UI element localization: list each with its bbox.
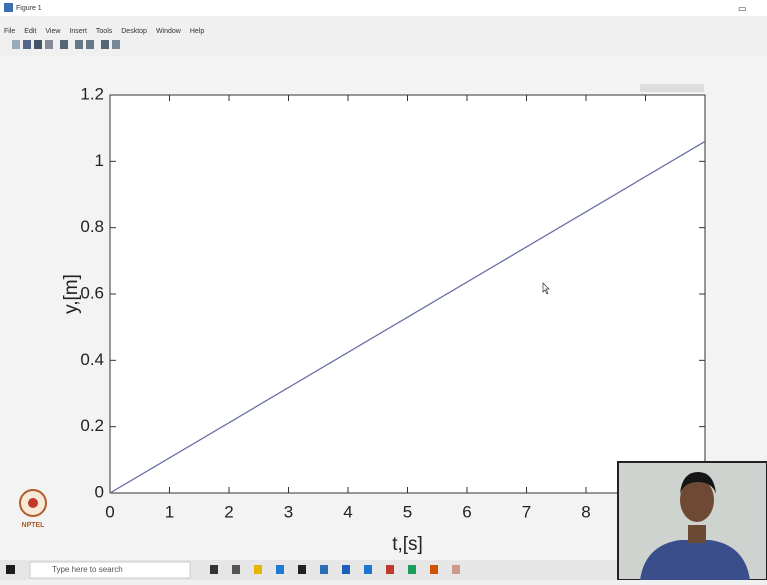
x-tick-label: 5 <box>403 502 412 521</box>
x-tick-label: 6 <box>462 502 471 521</box>
toolbar-icon[interactable] <box>45 40 53 49</box>
y-tick-label: 0.6 <box>80 283 104 302</box>
toolbar <box>12 40 120 49</box>
x-tick-label: 8 <box>581 502 590 521</box>
menu-bar: File Edit View Insert Tools Desktop Window Help <box>4 28 204 35</box>
start-button[interactable] <box>6 565 15 574</box>
search-placeholder: Type here to search <box>52 565 123 574</box>
y-tick-label: 1 <box>95 151 104 170</box>
window-title: Figure 1 <box>16 5 42 12</box>
toolbar-icon[interactable] <box>101 40 109 49</box>
menu-item[interactable]: Tools <box>96 28 113 35</box>
nptel-logo: NPTEL <box>20 490 46 529</box>
x-tick-label: 4 <box>343 502 352 521</box>
taskbar-icon[interactable] <box>232 565 240 574</box>
menu-item[interactable]: Help <box>190 28 205 35</box>
taskbar-icon[interactable] <box>408 565 416 574</box>
y-axis-label: y,[m] <box>61 274 82 314</box>
taskbar-icon[interactable] <box>320 565 328 574</box>
menu-item[interactable]: Insert <box>69 28 87 35</box>
taskbar-icon[interactable] <box>254 565 262 574</box>
logo-text: NPTEL <box>22 522 46 529</box>
y-tick-label: 0.8 <box>80 217 104 236</box>
window-icon <box>4 3 13 12</box>
screen: Figure 1 ▭ File Edit View Insert Tools Deskto… <box>0 0 767 580</box>
taskbar-icon[interactable] <box>342 565 350 574</box>
menu-item[interactable]: Window <box>156 28 182 35</box>
toolbar-icon[interactable] <box>112 40 120 49</box>
x-tick-label: 3 <box>284 502 293 521</box>
y-tick-label: 0.4 <box>80 350 104 369</box>
minimize-button[interactable]: ▭ <box>738 3 747 13</box>
axes-box <box>110 95 705 493</box>
y-tick-label: 1.2 <box>80 84 104 103</box>
logo-center <box>28 498 38 508</box>
menu-item[interactable]: Edit <box>24 28 36 35</box>
menu-item[interactable]: Desktop <box>121 28 147 35</box>
x-tick-label: 2 <box>224 502 233 521</box>
x-axis-label: t,[s] <box>392 534 423 555</box>
taskbar-icon[interactable] <box>364 565 372 574</box>
taskbar-icon[interactable] <box>298 565 306 574</box>
title-bar <box>0 0 767 16</box>
taskbar-icon[interactable] <box>210 565 218 574</box>
axes-toolbar-icons[interactable] <box>640 84 704 92</box>
menu-item[interactable]: File <box>4 28 15 35</box>
toolbar-icon[interactable] <box>12 40 20 49</box>
x-tick-label: 1 <box>165 502 174 521</box>
x-tick-label: 7 <box>522 502 531 521</box>
menu-item[interactable]: View <box>45 28 61 35</box>
toolbar-icon[interactable] <box>75 40 83 49</box>
y-tick-label: 0 <box>95 482 104 501</box>
taskbar-icon[interactable] <box>386 565 394 574</box>
person-neck <box>688 525 706 543</box>
y-tick-label: 0.2 <box>80 416 104 435</box>
taskbar-icon[interactable] <box>452 565 460 574</box>
x-tick-label: 0 <box>105 502 114 521</box>
axes-toolbar <box>640 84 704 92</box>
toolbar-icon[interactable] <box>34 40 42 49</box>
toolbar-icon[interactable] <box>86 40 94 49</box>
toolbar-icon[interactable] <box>23 40 31 49</box>
taskbar-icon[interactable] <box>276 565 284 574</box>
taskbar-icon[interactable] <box>430 565 438 574</box>
toolbar-icon[interactable] <box>60 40 68 49</box>
webcam-overlay <box>618 462 767 580</box>
